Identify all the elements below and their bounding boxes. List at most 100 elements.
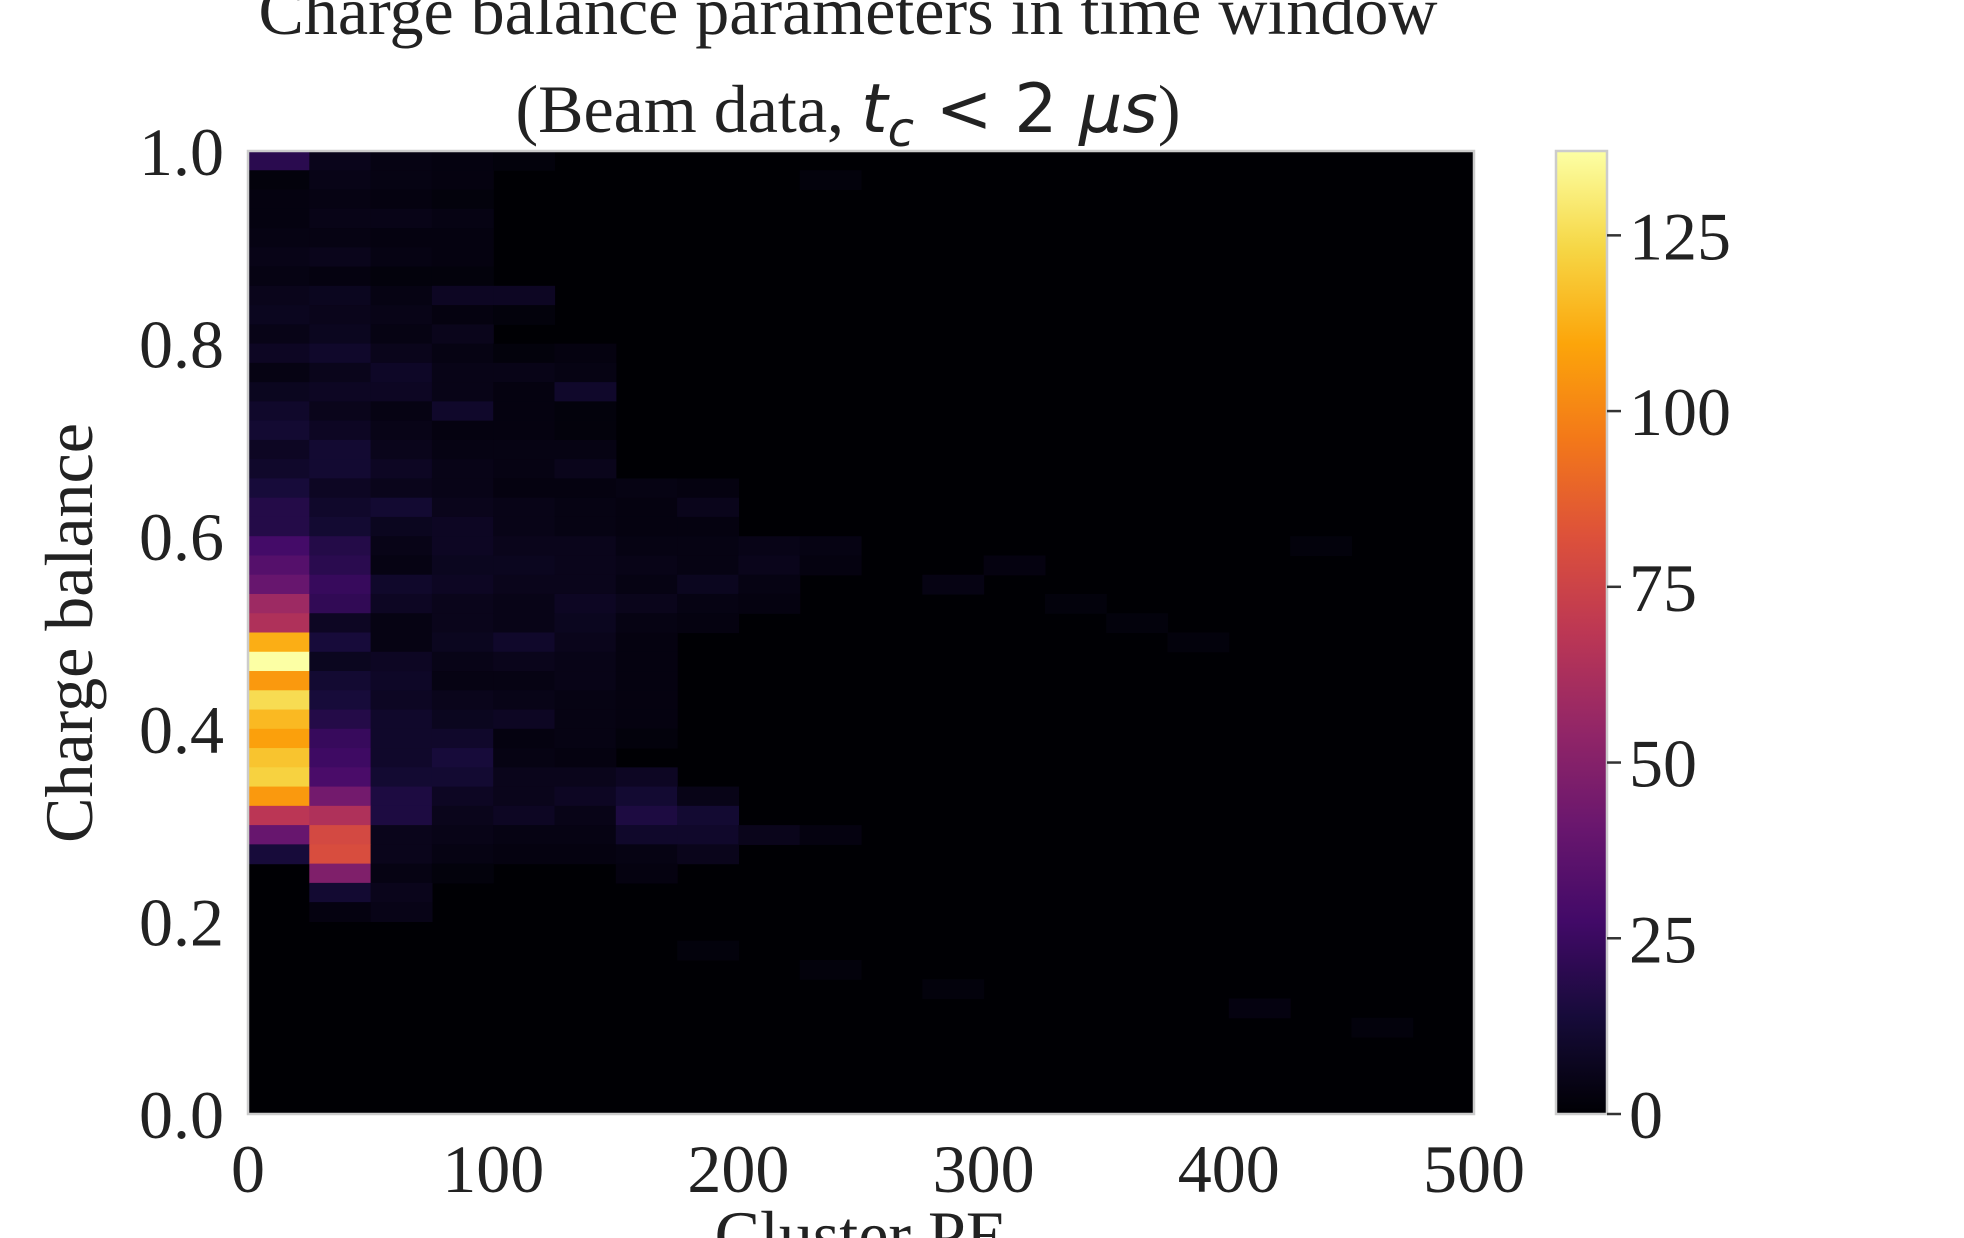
colorbar-tick-label: 50 [1629,726,1697,802]
heatmap-cells [248,151,1414,1038]
heatmap-cell [248,420,310,441]
heatmap-cell [615,574,678,595]
heatmap-cell [554,690,617,711]
heatmap-cell [493,767,556,788]
heatmap-cell [248,574,310,595]
x-tick-label: 500 [1423,1131,1525,1207]
y-tick-label: 0.0 [139,1077,224,1153]
x-axis-label: Cluster PE [715,1197,1008,1238]
heatmap-cell [677,844,739,865]
y-axis-ticks: 0.0 0.2 0.4 0.6 0.8 1.0 [139,114,224,1153]
heatmap-cell [248,170,310,191]
heatmap-cell [493,671,556,691]
heatmap-cell [309,362,372,383]
heatmap-cell [370,189,433,210]
heatmap-cell [615,825,678,845]
heatmap-cell [431,786,494,807]
heatmap-cell [309,709,372,730]
colorbar-tick-label: 100 [1629,374,1731,450]
heatmap-cell [431,228,494,248]
heatmap-cell [431,690,494,711]
heatmap-cell [554,651,617,672]
heatmap-cell [493,401,556,422]
heatmap-cell [554,362,617,383]
heatmap-cell [370,285,433,306]
heatmap-cell [248,555,310,576]
heatmap-cell [431,555,494,576]
heatmap-cell [431,285,494,306]
heatmap-cell [493,632,556,653]
heatmap-cell [1106,613,1169,634]
heatmap-cell [431,613,494,634]
heatmap-cell [554,671,617,691]
heatmap-cell [493,555,556,576]
heatmap-cell [431,324,494,345]
x-axis-ticks: 0 100 200 300 400 500 [231,1131,1525,1207]
heatmap-cell [248,632,310,653]
heatmap-cell [248,728,310,749]
plot-area [246,149,1476,1116]
heatmap-cell [248,228,310,248]
heatmap-cell [431,362,494,383]
heatmap-cell [431,593,494,614]
heatmap-cell [431,401,494,422]
heatmap-cell [309,574,372,595]
heatmap-cell [370,786,433,807]
heatmap-cell [677,786,739,807]
heatmap-cell [370,401,433,422]
chart-subtitle: (Beam data, tc < 2 μs) [515,70,1180,158]
heatmap-cell [615,478,678,499]
colorbar-ticks: 0 25 50 75 100 125 [1607,198,1731,1153]
heatmap-cell [493,786,556,807]
heatmap-cell [431,382,494,402]
heatmap-cell [370,844,433,865]
heatmap-cell [431,459,494,480]
heatmap-cell [493,825,556,845]
heatmap-cell [370,555,433,576]
heatmap-cell [370,671,433,691]
x-tick-label: 200 [687,1131,789,1207]
heatmap-cell [554,574,617,595]
heatmap-cell [370,170,433,191]
heatmap-cell [677,825,739,845]
heatmap-cell [431,709,494,730]
colorbar-tick-label: 0 [1629,1077,1663,1153]
heatmap-cell [248,613,310,634]
heatmap-cell [309,420,372,441]
heatmap-cell [370,536,433,557]
heatmap-cell [370,516,433,537]
heatmap-cell [615,844,678,865]
heatmap-cell [677,805,739,826]
heatmap-cell [554,613,617,634]
heatmap-cell [554,728,617,749]
heatmap-cell [309,285,372,306]
heatmap-cell [248,516,310,537]
heatmap-cell [370,825,433,845]
heatmap-cell [1044,593,1107,614]
colorbar-frame [1554,149,1609,1116]
heatmap-cell [431,748,494,768]
heatmap-cell [615,651,678,672]
heatmap-cell [493,420,556,441]
heatmap-cell [370,709,433,730]
heatmap-cell [309,266,372,287]
heatmap-cell [248,382,310,402]
heatmap-cell [248,593,310,614]
heatmap-cell [615,728,678,749]
heatmap-cell [431,651,494,672]
heatmap-cell [554,516,617,537]
heatmap-cell [799,536,862,557]
x-tick-label: 0 [231,1131,265,1207]
heatmap-cell [493,439,556,460]
heatmap-cell [431,151,494,171]
heatmap-cell [309,459,372,480]
heatmap-cell [370,208,433,229]
heatmap-cell [677,940,739,961]
heatmap-cell [615,671,678,691]
heatmap-cell [615,632,678,653]
heatmap-cell [370,574,433,595]
heatmap-cell [370,728,433,749]
heatmap-cell [248,362,310,383]
heatmap-cell [370,228,433,248]
